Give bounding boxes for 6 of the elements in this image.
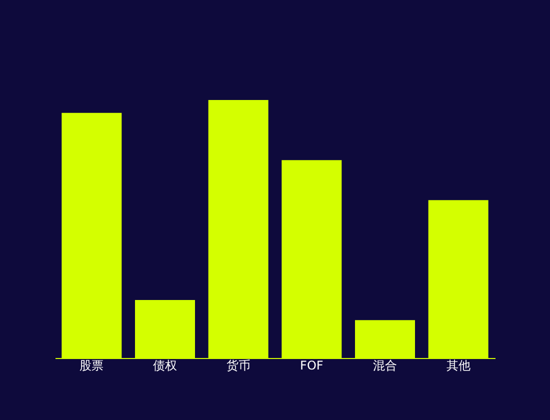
x-tick-label: 其他 xyxy=(446,358,470,372)
x-tick-label: 股票 xyxy=(80,358,104,372)
x-tick-label: FOF xyxy=(300,358,324,372)
x-tick-label: 货币 xyxy=(226,358,250,372)
x-tick-label: 债权 xyxy=(153,358,177,372)
x-tick-label: 混合 xyxy=(373,358,397,372)
